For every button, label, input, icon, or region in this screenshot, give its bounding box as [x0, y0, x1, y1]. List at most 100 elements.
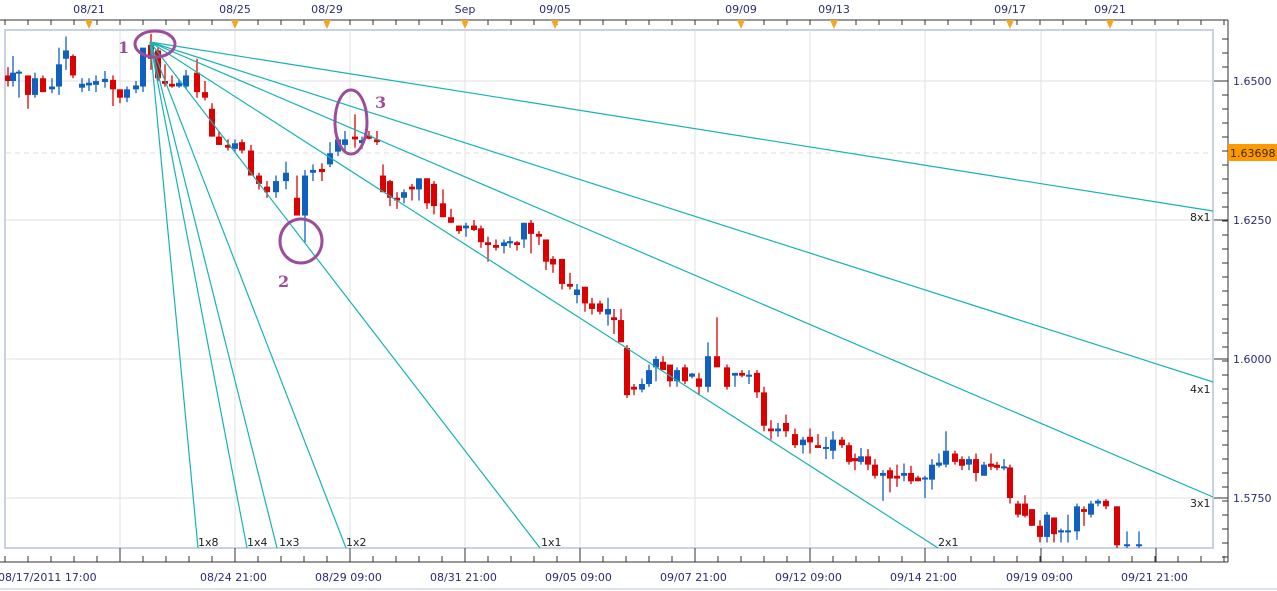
fan-label-1x3: 1x3 — [279, 536, 300, 549]
date-marker-icon[interactable] — [737, 20, 745, 29]
candle — [696, 378, 702, 387]
candle — [674, 370, 680, 382]
fan-label-2x1: 2x1 — [938, 536, 959, 549]
time-label-9: 09/19 09:00 — [1006, 571, 1073, 584]
candle — [1074, 506, 1080, 532]
candle — [639, 384, 645, 390]
candle — [302, 175, 308, 216]
candle — [380, 175, 386, 193]
candle — [589, 303, 595, 309]
fan-line-1x4[interactable] — [149, 41, 248, 549]
top-date-label: 09/09 — [725, 3, 757, 16]
fan-line-2x1[interactable] — [149, 41, 939, 549]
candle — [839, 439, 845, 446]
top-date-label: 08/29 — [311, 3, 343, 16]
candle — [5, 75, 11, 81]
time-label-10: 09/21 21:00 — [1121, 571, 1188, 584]
plot-area[interactable] — [4, 29, 1214, 549]
date-marker-icon[interactable] — [323, 20, 331, 29]
candle — [800, 439, 806, 446]
candle — [294, 197, 300, 216]
annotation-circle-2 — [278, 217, 324, 265]
price-label-3: 1.6000 — [1233, 353, 1272, 366]
annotation-label-3: 3 — [375, 93, 386, 112]
candle — [319, 168, 325, 173]
top-time-axis: 08/21 08/25 08/29 Sep 09/05 09/09 09/13 09/17 09… — [0, 3, 1229, 30]
candle — [521, 222, 527, 240]
candle — [110, 79, 116, 90]
fan-label-3x1: 3x1 — [1190, 497, 1211, 510]
fan-line-8x1[interactable] — [149, 41, 1214, 212]
price-label-1: 1.6500 — [1233, 75, 1272, 88]
candle — [352, 136, 358, 140]
candle — [478, 228, 484, 243]
candle — [754, 372, 760, 393]
time-label-1: 08/17/2011 17:00 — [0, 571, 97, 584]
candle — [894, 475, 900, 479]
candle — [70, 55, 76, 76]
date-marker-icon[interactable] — [830, 20, 838, 29]
candle — [567, 283, 573, 287]
gann-fan[interactable] — [149, 41, 1214, 549]
candle — [574, 289, 580, 296]
candle — [739, 372, 745, 376]
candle — [1081, 509, 1087, 512]
candle — [646, 370, 652, 385]
candle — [374, 139, 380, 143]
date-marker-icon[interactable] — [85, 20, 93, 29]
candle — [63, 50, 69, 59]
candle — [86, 82, 92, 86]
candle — [887, 470, 893, 479]
candle — [264, 186, 270, 193]
candle — [394, 197, 400, 201]
candle — [448, 217, 454, 223]
date-marker-icon[interactable] — [551, 20, 559, 29]
fan-line-3x1[interactable] — [149, 41, 1214, 498]
candle — [248, 150, 254, 176]
candle — [689, 373, 695, 377]
candlestick-series — [5, 33, 1142, 548]
candle — [169, 83, 175, 87]
candle — [416, 178, 422, 190]
candle — [1044, 514, 1050, 537]
candle — [310, 169, 316, 173]
candle — [528, 222, 534, 234]
candle — [660, 361, 666, 371]
fan-line-4x1[interactable] — [149, 41, 1214, 383]
candle — [550, 258, 556, 265]
candle — [424, 178, 430, 204]
candle — [624, 347, 630, 396]
date-marker-icon[interactable] — [1006, 20, 1014, 29]
date-marker-icon[interactable] — [1106, 20, 1114, 29]
candle — [792, 434, 798, 446]
candle — [283, 172, 289, 182]
fan-line-1x1[interactable] — [149, 41, 541, 549]
date-marker-icon[interactable] — [461, 20, 469, 29]
candle — [273, 181, 279, 193]
fan-line-1x2[interactable] — [149, 41, 347, 549]
price-label-4: 1.5750 — [1233, 492, 1272, 505]
candle — [202, 92, 208, 98]
candle — [1136, 544, 1142, 547]
candle — [124, 89, 130, 98]
fan-line-1x3[interactable] — [149, 41, 278, 549]
candle — [335, 139, 341, 152]
candle — [194, 72, 200, 93]
candle — [852, 458, 858, 462]
candle — [872, 464, 878, 476]
date-marker-icon[interactable] — [231, 20, 239, 29]
candle — [959, 459, 965, 466]
candle — [456, 225, 462, 232]
candle — [1007, 467, 1013, 498]
candle — [582, 286, 588, 304]
candle — [514, 242, 520, 246]
candle — [440, 203, 446, 218]
time-label-3: 08/29 09:00 — [315, 571, 382, 584]
price-axis[interactable]: 1.6500 1.6250 1.6000 1.5750 1.63698 — [1214, 30, 1277, 562]
fan-line-1x8[interactable] — [149, 41, 199, 549]
candle — [1095, 500, 1101, 504]
candle — [32, 78, 38, 95]
candle — [1088, 503, 1094, 515]
candle — [1065, 530, 1071, 533]
